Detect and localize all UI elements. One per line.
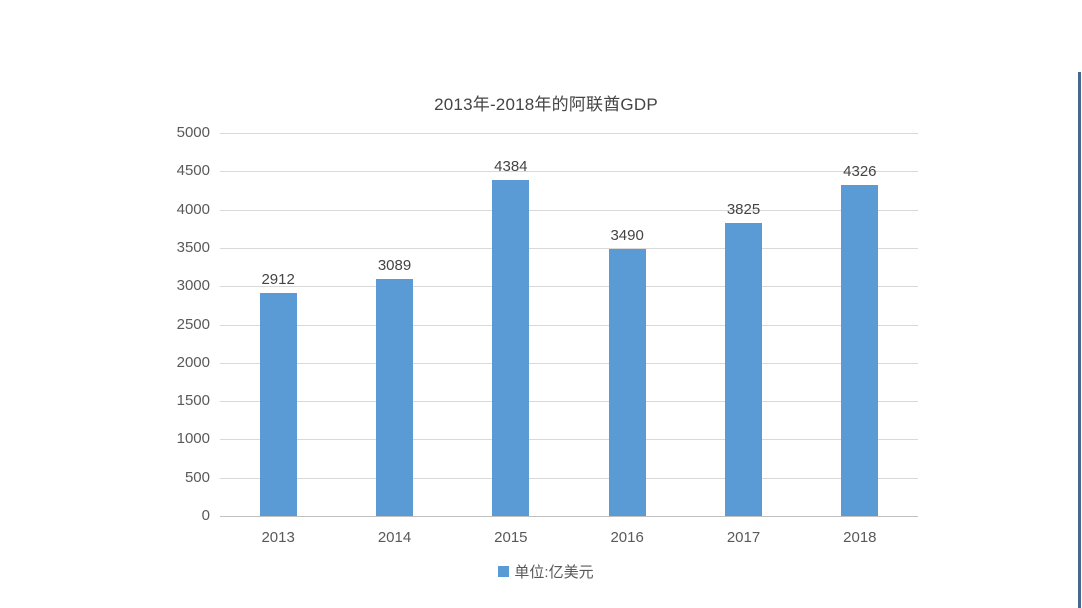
- x-tick-label: 2018: [843, 529, 877, 546]
- bar-2013: [259, 292, 297, 516]
- bar-value-label: 4384: [494, 158, 528, 176]
- y-tick-label: 1500: [176, 392, 210, 410]
- x-tick-label: 2017: [726, 529, 761, 546]
- gridline: [220, 401, 918, 403]
- y-tick-label: 4500: [176, 162, 210, 180]
- bar-2018: [841, 184, 879, 516]
- gridline: [220, 133, 918, 134]
- bar-value-label: 4326: [843, 162, 877, 180]
- gridline: [220, 477, 918, 479]
- y-tick-label: 0: [201, 507, 210, 524]
- bar-2015: [492, 180, 530, 516]
- bar-value-label: 3825: [726, 201, 761, 218]
- x-tick-label: 2014: [377, 529, 412, 546]
- gridline: [220, 324, 918, 326]
- bar-value-label: 3490: [610, 226, 644, 244]
- y-tick-label: 500: [184, 468, 210, 486]
- x-tick-label: 2015: [494, 529, 528, 546]
- bar-value-label: 2912: [261, 270, 295, 288]
- y-tick-label: 1000: [176, 430, 210, 448]
- chart-title: 2013年-2018年的阿联酋GDP: [434, 95, 658, 114]
- legend-label: 单位:亿美元: [514, 564, 594, 581]
- plot-area: 2912 3089 4384 3490 3825 4326: [220, 133, 918, 517]
- y-tick-label: 2500: [176, 315, 210, 333]
- y-tick-label: 3500: [176, 238, 210, 256]
- gridline: [220, 286, 918, 288]
- bar-2016: [608, 248, 646, 516]
- y-tick-label: 5000: [176, 124, 210, 141]
- gridline: [220, 439, 918, 441]
- gridline: [220, 171, 918, 173]
- x-tick-label: 2013: [261, 529, 295, 546]
- bar-2014: [376, 279, 413, 516]
- y-tick-label: 3000: [176, 277, 210, 295]
- x-axis-line: [220, 516, 918, 517]
- gridline: [220, 209, 918, 211]
- window-edge-divider: [1078, 72, 1081, 608]
- gridline: [220, 362, 918, 364]
- legend: 单位:亿美元: [196, 563, 896, 582]
- gridline: [220, 247, 918, 249]
- bar-value-label: 3089: [377, 257, 412, 275]
- bar-2017: [725, 223, 762, 516]
- y-tick-label: 2000: [176, 353, 210, 371]
- legend-swatch-icon: [498, 566, 510, 577]
- x-tick-label: 2016: [610, 529, 644, 546]
- y-tick-label: 4000: [176, 200, 210, 218]
